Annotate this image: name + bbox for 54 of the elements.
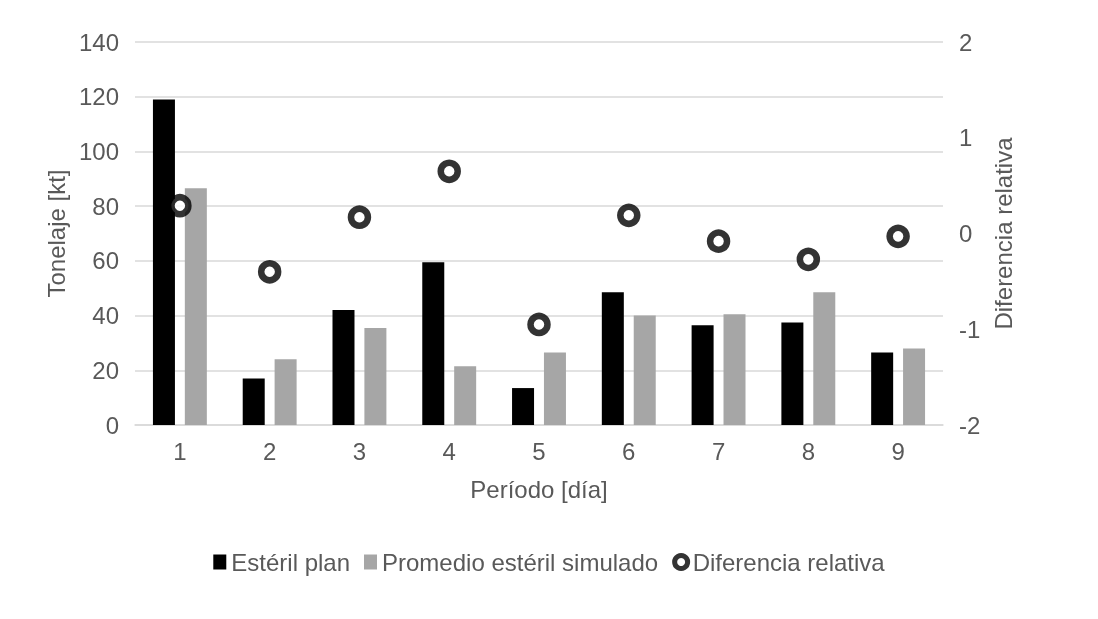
x-tick-label: 4 [442,437,456,465]
y-tick-label: 0 [105,411,119,439]
point [796,247,821,272]
bar [781,322,804,425]
y2-tick-label: 1 [959,124,973,152]
y2-tick-label: -2 [959,411,981,439]
y2-axis-title: Diferencia relativa [989,136,1017,330]
y-tick-label: 140 [78,28,119,56]
y-axis-title: Tonelaje [kt] [42,169,70,298]
y2-tick-label: 2 [959,28,973,56]
x-tick-label: 8 [801,437,816,465]
point [437,159,461,184]
bar [543,352,566,425]
y-tick-label: 20 [92,356,119,384]
point [257,260,282,284]
point [527,312,551,337]
bar [871,352,894,425]
x-tick-label: 1 [173,437,187,465]
x-tick-label: 3 [352,437,367,465]
y2-tick-label: 0 [959,220,973,247]
bar [512,388,535,425]
x-axis-title: Período [día] [470,475,608,503]
bar [903,348,926,425]
bar [364,327,387,425]
point [886,224,910,249]
legend-label: Estéril plan [231,548,351,576]
point [347,205,372,229]
bar [422,262,445,425]
point [168,193,192,218]
bar [601,292,624,425]
legend-label: Promedio estéril simulado [382,548,659,576]
y-tick-label: 80 [92,192,119,220]
y2-tick-label: -1 [959,315,981,343]
bar [691,325,714,425]
x-tick-label: 2 [262,437,277,465]
x-tick-label: 7 [711,437,726,465]
y-tick-label: 60 [92,247,119,275]
x-tick-label: 6 [622,437,636,465]
point [617,203,641,228]
bar [242,378,265,425]
x-tick-label: 5 [532,437,546,465]
y-tick-label: 120 [78,83,119,111]
bar [274,359,297,425]
bar [184,188,207,425]
point [706,229,731,253]
bar [332,310,355,425]
bar [633,315,656,425]
bar [454,366,477,425]
bar [723,314,746,425]
y-tick-label: 100 [78,137,119,165]
legend-label: Diferencia relativa [692,548,886,576]
bar [813,292,836,425]
x-tick-label: 9 [891,437,905,465]
y-tick-label: 40 [92,302,119,330]
